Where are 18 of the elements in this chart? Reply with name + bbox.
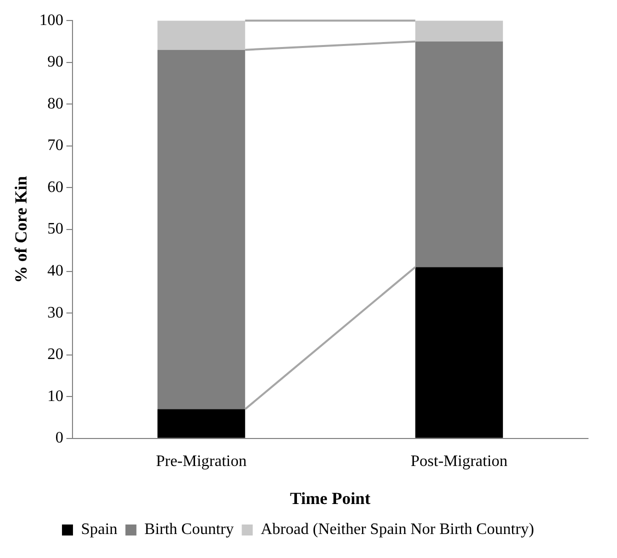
legend-label: Spain	[80, 521, 118, 538]
y-tick-label: 60	[47, 178, 64, 196]
legend-label: Abroad (Neither Spain Nor Birth Country)	[260, 521, 534, 538]
y-tick-label: 40	[47, 262, 64, 280]
y-tick-label: 70	[47, 137, 64, 154]
y-tick-label: 100	[39, 12, 64, 29]
y-tick-label: 80	[47, 95, 64, 112]
x-tick-label: Post-Migration	[410, 453, 508, 470]
y-tick-label: 10	[47, 388, 64, 405]
x-tick-label: Pre-Migration	[156, 453, 247, 470]
y-tick-label: 20	[47, 346, 64, 364]
legend-label: Birth Country	[144, 521, 234, 538]
y-tick-label: 30	[47, 304, 64, 322]
y-tick-label: 90	[47, 54, 64, 71]
y-tick-label: 50	[47, 220, 64, 238]
y-axis-title: % of Core Kin	[12, 176, 31, 283]
y-tick-label: 0	[55, 430, 64, 447]
x-axis-title: Time Point	[290, 489, 371, 508]
